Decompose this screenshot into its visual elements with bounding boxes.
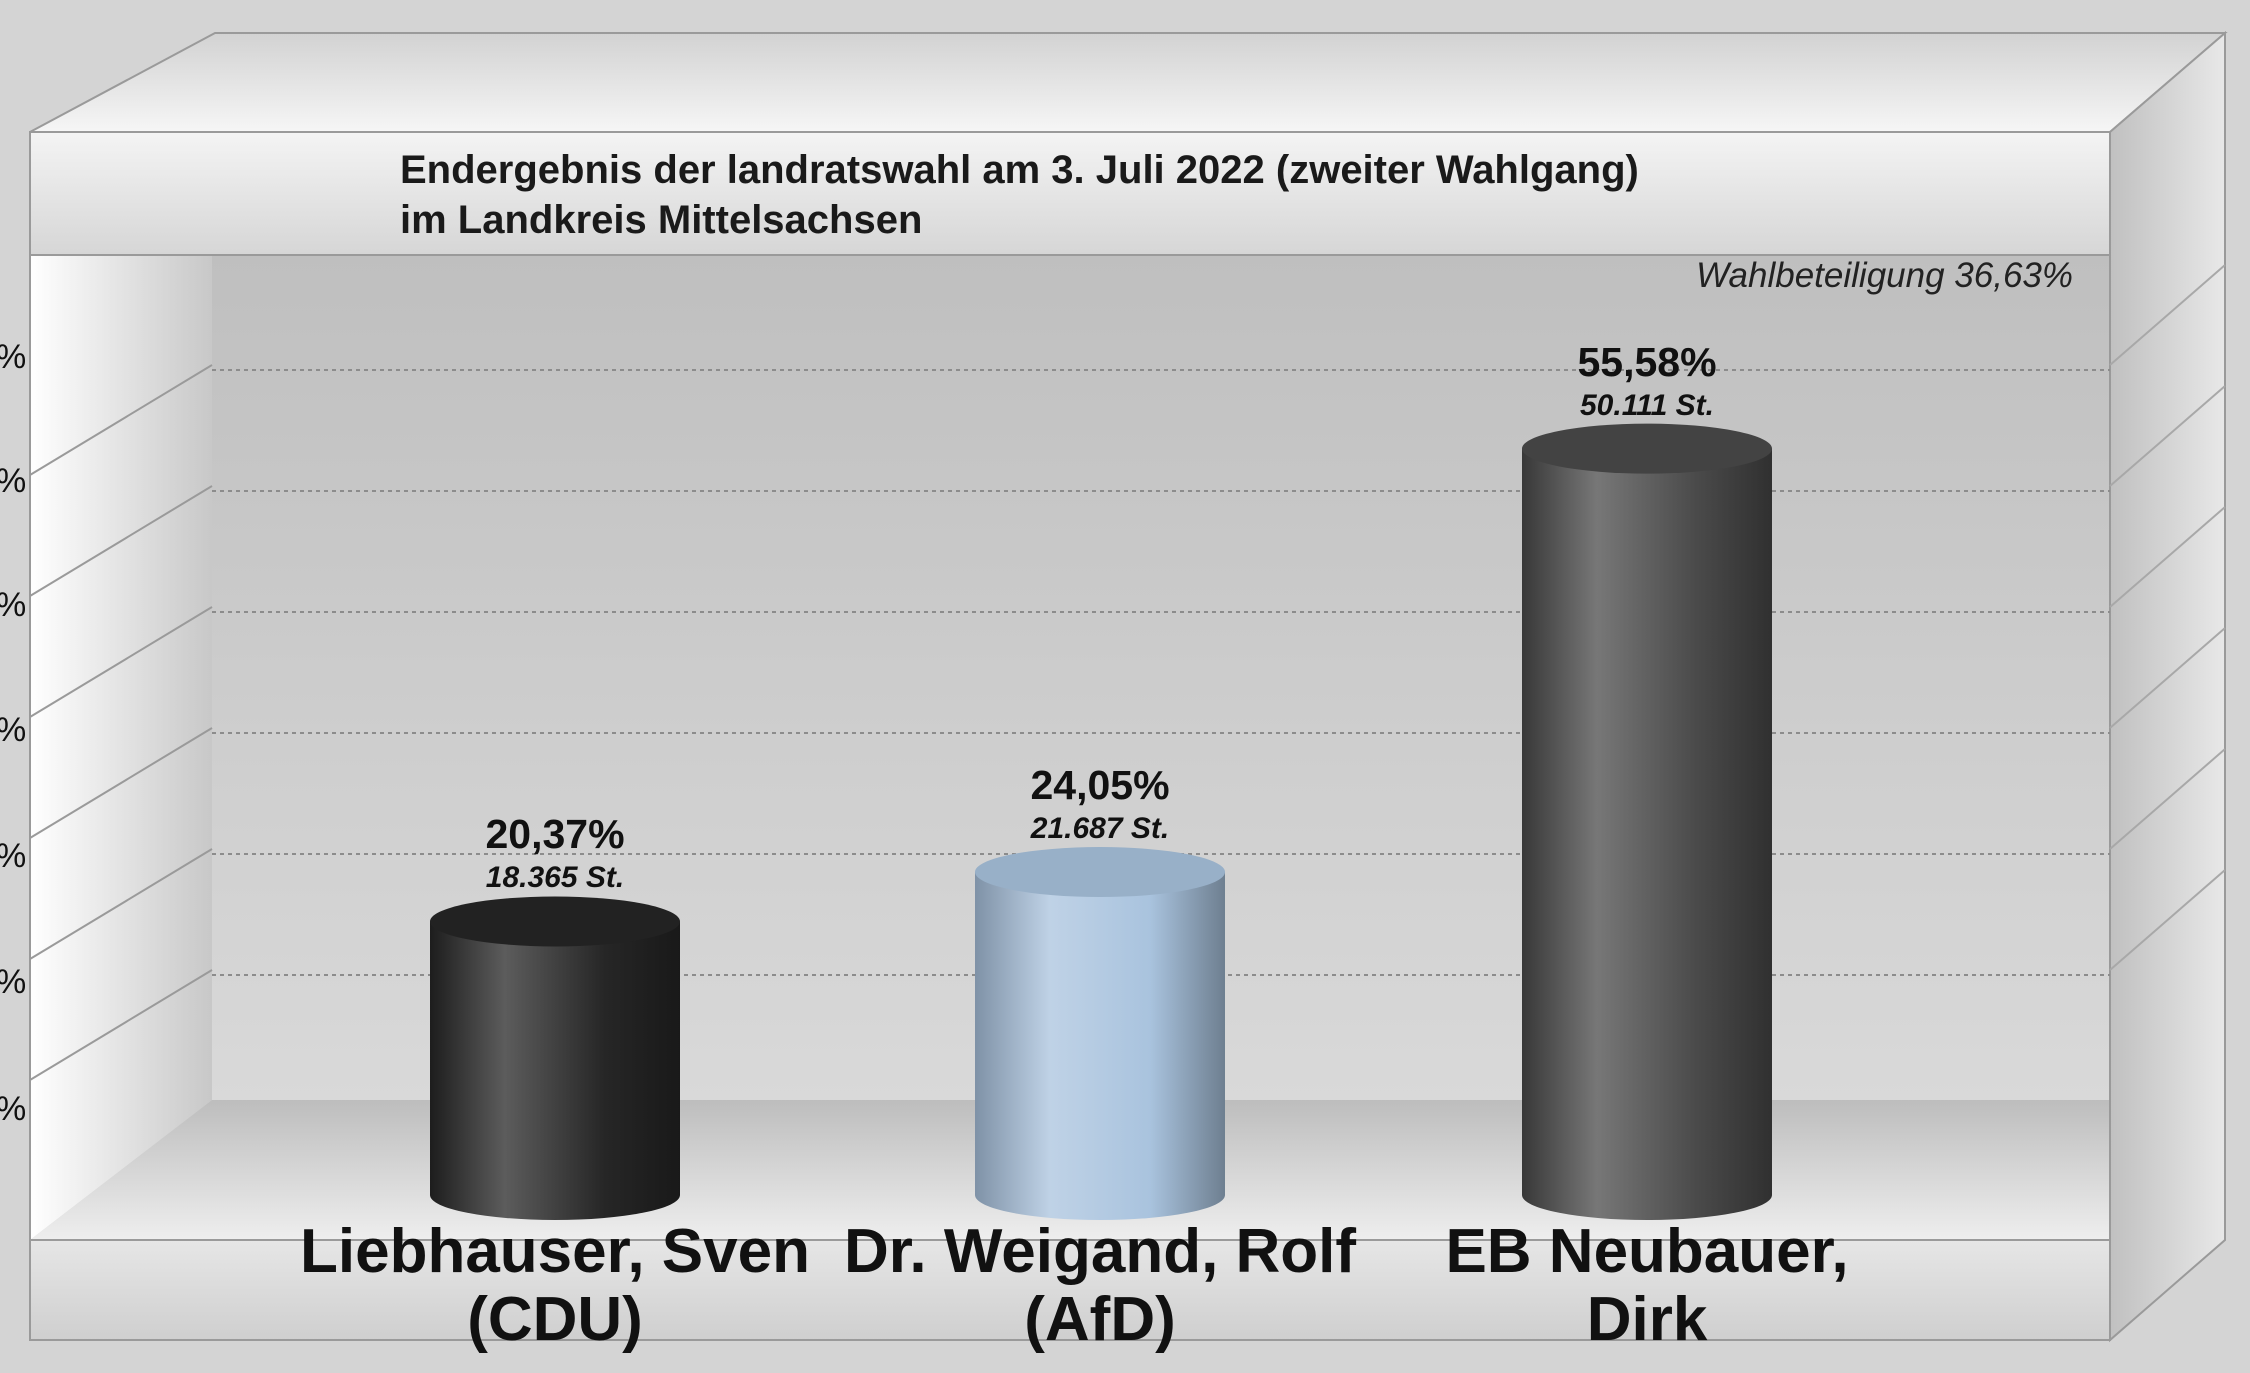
right-wall-gridline: [2109, 506, 2226, 608]
category-label-line: Dirk: [1586, 1285, 1708, 1354]
frame-top-face: [29, 32, 2228, 133]
turnout-label: Wahlbeteiligung 36,63%: [1696, 256, 2073, 295]
front-top-band: [29, 131, 2111, 256]
left-wall-gridline: [29, 485, 213, 597]
left-wall-gridline: [29, 727, 213, 839]
category-label-line: (AfD): [1024, 1285, 1176, 1354]
right-wall-gridline: [2109, 385, 2226, 487]
bar-body: [1522, 448, 1772, 1220]
bar-votes-label: 21.687 St.: [1030, 812, 1170, 846]
category-label-line: Dr. Weigand, Rolf: [843, 1217, 1357, 1286]
bar-top: [1522, 423, 1772, 474]
right-wall-gridline: [2109, 627, 2226, 729]
gridlines: [29, 264, 2226, 1081]
category-label-line: EB Neubauer,: [1445, 1217, 1849, 1286]
bar-votes-label: 18.365 St.: [485, 861, 625, 895]
bar-value-label: 24,05%: [1030, 762, 1170, 809]
y-tick-label: %: [0, 462, 26, 501]
y-tick-label: %: [0, 963, 26, 1002]
chart-title-line-2: im Landkreis Mittelsachsen: [400, 198, 923, 242]
bar-votes-label: 50.111 St.: [1580, 388, 1714, 422]
bar-top: [430, 896, 680, 947]
bar-3: [1522, 423, 1772, 1220]
bar-value-label: 55,58%: [1577, 338, 1717, 385]
category-label: Liebhauser, Sven (CDU): [275, 1218, 835, 1354]
bar-value-label: 20,37%: [485, 811, 625, 858]
bar-2: [975, 847, 1225, 1220]
left-wall: [30, 255, 212, 1240]
frame-right-face: [2109, 30, 2226, 1343]
y-tick-label: %: [0, 837, 26, 876]
left-wall-gridline: [29, 606, 213, 718]
right-wall-gridline: [2109, 264, 2226, 366]
right-wall-gridline: [2109, 748, 2226, 850]
category-label: Dr. Weigand, Rolf (AfD): [820, 1218, 1380, 1354]
left-wall-gridline: [29, 364, 213, 476]
right-wall-gridline: [2109, 869, 2226, 971]
y-tick-label: %: [0, 711, 26, 750]
y-tick-label: %: [0, 586, 26, 625]
bar-1: [430, 896, 680, 1220]
y-tick-label: %: [0, 1090, 26, 1129]
chart-title-line-1: Endergebnis der landratswahl am 3. Juli …: [400, 148, 1639, 192]
bar-body: [975, 872, 1225, 1220]
left-wall-gridline: [29, 969, 213, 1081]
bar-top: [975, 847, 1225, 898]
category-label-line: Liebhauser, Sven: [300, 1217, 810, 1286]
bars: [430, 423, 1772, 1220]
category-label: EB Neubauer, Dirk: [1367, 1218, 1927, 1354]
y-tick-label: %: [0, 338, 26, 377]
left-wall-gridline: [29, 848, 213, 960]
bar-body: [430, 921, 680, 1220]
category-label-line: (CDU): [467, 1285, 643, 1354]
